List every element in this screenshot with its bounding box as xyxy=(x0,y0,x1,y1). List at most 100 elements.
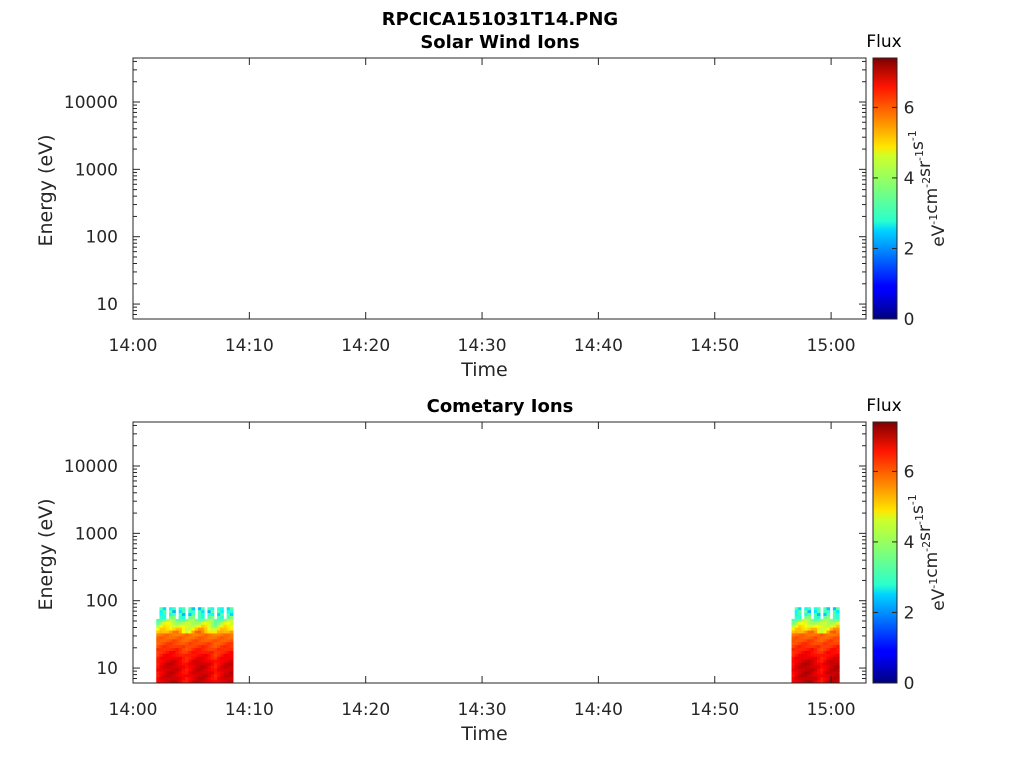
heat-cell xyxy=(191,656,196,661)
heat-cell xyxy=(807,639,812,643)
heat-cell xyxy=(194,659,199,664)
heat-cell xyxy=(217,680,221,684)
heat-cell xyxy=(836,633,840,637)
heat-cell xyxy=(829,671,834,675)
heat-cell xyxy=(169,630,173,634)
heat-cell xyxy=(197,618,202,623)
heat-cell xyxy=(804,653,808,658)
heat-cell xyxy=(156,677,160,681)
heat-cell xyxy=(156,648,160,652)
heat-cell xyxy=(197,642,202,646)
heat-cell xyxy=(804,680,808,684)
heat-cell xyxy=(791,648,796,652)
heat-cell xyxy=(813,674,818,678)
heat-cell xyxy=(162,645,167,649)
colorbar-units: eV-1cm-2sr-1s-1 xyxy=(906,130,949,247)
heat-cell xyxy=(175,639,180,643)
heat-cell xyxy=(820,662,824,666)
heat-cell xyxy=(823,653,827,658)
heat-cell xyxy=(172,642,176,646)
heat-cell xyxy=(832,630,837,634)
heat-cell xyxy=(188,656,192,661)
heat-cell xyxy=(197,607,202,611)
heat-cell xyxy=(181,607,186,611)
heat-cell xyxy=(807,648,812,652)
heat-cell xyxy=(813,650,818,655)
heat-cell xyxy=(813,642,818,646)
heat-cell xyxy=(804,610,808,614)
y-tick-label: 1000 xyxy=(75,160,118,180)
heat-cell xyxy=(210,662,215,666)
heat-cell xyxy=(820,633,824,637)
heat-cell xyxy=(213,677,218,681)
heat-cell xyxy=(197,677,202,681)
heat-cell xyxy=(791,621,796,626)
heat-cell xyxy=(169,610,173,614)
heat-cell xyxy=(801,648,805,652)
heat-cell xyxy=(207,677,212,681)
heat-cell xyxy=(156,674,160,678)
heat-cell xyxy=(801,665,805,669)
heat-cell xyxy=(223,645,228,649)
heat-cell xyxy=(807,659,812,664)
heat-cell xyxy=(832,636,837,640)
heat-cell xyxy=(217,613,221,617)
heat-cell xyxy=(223,671,228,675)
heat-cell xyxy=(807,624,812,629)
y-tick-label: 1000 xyxy=(75,524,118,544)
heat-cell xyxy=(169,677,173,681)
heat-cell xyxy=(797,677,802,681)
heat-cell xyxy=(797,633,802,637)
heat-cell xyxy=(172,615,176,620)
heat-cell xyxy=(836,677,840,681)
heat-cell xyxy=(197,610,202,614)
heat-cell xyxy=(197,624,202,629)
heat-cell xyxy=(836,662,840,666)
heat-cell xyxy=(794,613,799,617)
heat-cell xyxy=(175,668,180,672)
heat-cell xyxy=(829,650,834,655)
heat-cell xyxy=(213,671,218,675)
heat-cell xyxy=(162,650,167,655)
heat-cell xyxy=(175,648,180,652)
heat-cell xyxy=(191,624,196,629)
x-tick-label: 14:50 xyxy=(690,336,739,356)
heat-cell xyxy=(794,650,799,655)
heat-cell xyxy=(201,659,205,664)
heat-cell xyxy=(162,648,167,652)
heat-cell xyxy=(804,627,808,631)
heat-cell xyxy=(794,618,799,623)
heat-cell xyxy=(229,656,234,661)
heat-cell xyxy=(178,633,183,637)
heat-cell xyxy=(185,662,189,666)
heat-cell xyxy=(178,656,183,661)
heat-cell xyxy=(165,648,170,652)
heat-cell xyxy=(794,656,799,661)
heat-cell xyxy=(201,674,205,678)
heat-cell xyxy=(220,621,224,626)
heat-cell xyxy=(791,665,796,669)
heat-cell xyxy=(197,656,202,661)
x-axis-label: Time xyxy=(460,723,508,745)
heat-cell xyxy=(201,656,205,661)
heat-cell xyxy=(178,613,183,617)
heat-cell xyxy=(162,627,167,631)
heat-cell xyxy=(185,630,189,634)
heat-cell xyxy=(229,610,234,614)
heat-cell xyxy=(794,674,799,678)
heat-cell xyxy=(813,680,818,684)
heat-cell xyxy=(810,671,815,675)
heat-cell xyxy=(823,656,827,661)
heat-cell xyxy=(826,613,831,617)
heat-cell xyxy=(813,633,818,637)
heat-cell xyxy=(172,639,176,643)
heat-cell xyxy=(797,642,802,646)
heat-cell xyxy=(217,633,221,637)
heat-cell xyxy=(836,668,840,672)
heat-cell xyxy=(201,618,205,623)
heat-cell xyxy=(801,621,805,626)
heat-cell xyxy=(156,650,160,655)
heat-cell xyxy=(175,633,180,637)
heat-cell xyxy=(226,627,231,631)
heat-cell xyxy=(159,627,164,631)
